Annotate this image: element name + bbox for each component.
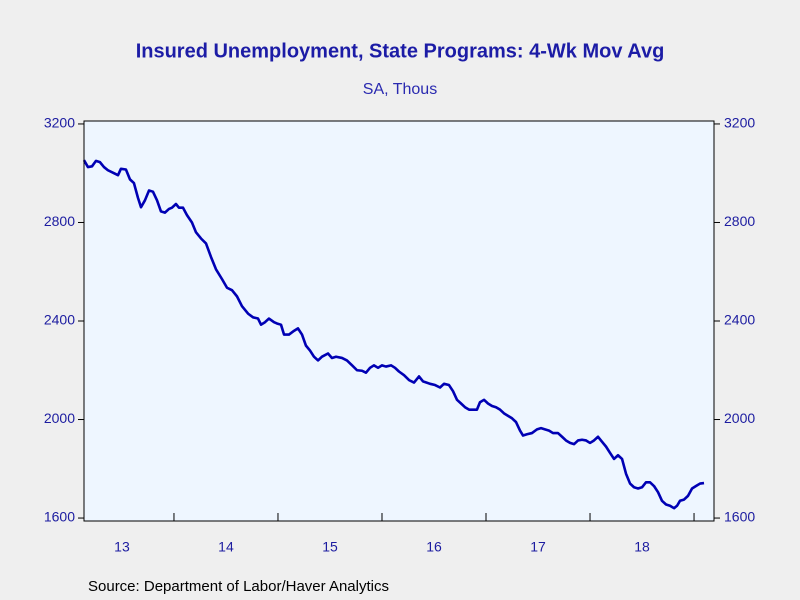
- plot-area: [84, 121, 714, 521]
- source-note: Source: Department of Labor/Haver Analyt…: [88, 578, 389, 595]
- y2-tick-label: 2800: [724, 213, 755, 229]
- series-line: [82, 159, 705, 510]
- y2-tick-label: 2400: [724, 312, 755, 328]
- y-tick-label: 2000: [44, 410, 75, 426]
- y-tick-label: 2800: [44, 213, 75, 229]
- y2-tick-label: 2000: [724, 410, 755, 426]
- y-tick-label: 3200: [44, 115, 75, 131]
- chart-subtitle: SA, Thous: [363, 81, 437, 98]
- y-tick-label: 2400: [44, 312, 75, 328]
- x-tick-label: 13: [114, 539, 130, 555]
- plot-frame: [83, 120, 715, 522]
- x-tick-label: 18: [634, 539, 650, 555]
- x-tick-label: 14: [218, 539, 234, 555]
- y2-tick-label: 3200: [724, 115, 755, 131]
- x-tick-label: 15: [322, 539, 338, 555]
- y-tick-label: 1600: [44, 509, 75, 525]
- chart-title: Insured Unemployment, State Programs: 4-…: [136, 40, 665, 62]
- x-tick-label: 16: [426, 539, 442, 555]
- x-tick-label: 17: [530, 539, 546, 555]
- y2-tick-label: 1600: [724, 509, 755, 525]
